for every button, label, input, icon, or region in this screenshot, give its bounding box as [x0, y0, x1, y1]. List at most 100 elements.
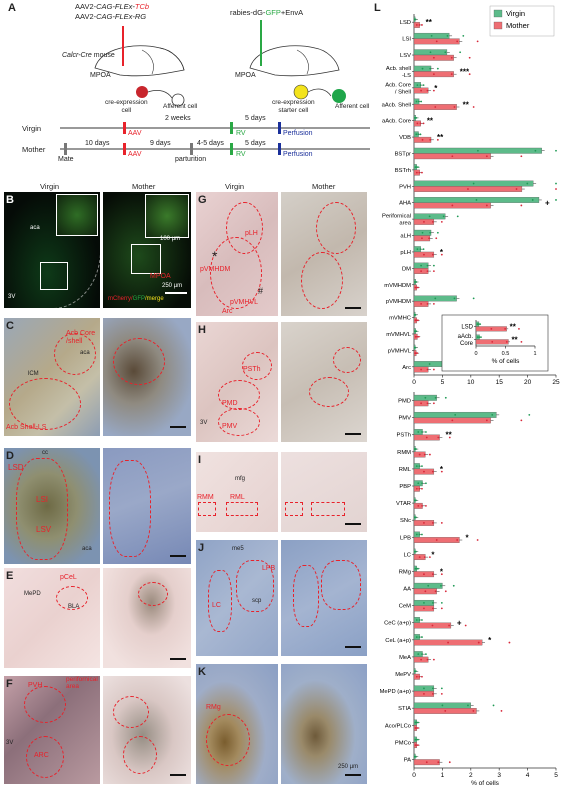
perfusion-bottom-label: Perfusion: [283, 151, 313, 158]
data-point: [452, 584, 455, 587]
x-tick-label: 25: [552, 379, 560, 386]
data-point: [491, 340, 494, 343]
panel-h-virgin-image: [196, 322, 278, 442]
data-point: [420, 368, 422, 371]
panel-g-arc-label: Arc: [222, 308, 233, 315]
data-point: [414, 567, 417, 570]
panel-g-hash-mark: #: [258, 286, 264, 296]
data-point: [440, 607, 443, 610]
data-point: [508, 641, 511, 644]
category-label: aLH: [400, 234, 411, 240]
panel-d-cc-label: cc: [42, 450, 48, 456]
data-point: [467, 704, 469, 707]
panel-letter-e: E: [6, 570, 14, 582]
x-tick-label: 0: [474, 351, 477, 357]
four-five-days-label: 4-5 days: [197, 140, 224, 147]
panel-j-mother-image: [281, 540, 367, 656]
data-point: [415, 286, 418, 289]
significance-mark: +: [457, 619, 462, 628]
category-label: VTAR: [396, 501, 411, 507]
data-point: [425, 431, 427, 433]
data-point: [418, 24, 421, 26]
data-point: [485, 155, 488, 158]
panel-j-me5-label: me5: [232, 546, 244, 552]
data-point: [421, 619, 423, 621]
data-point: [422, 248, 425, 251]
data-point: [415, 319, 418, 322]
data-point: [520, 340, 523, 343]
panel-j-scp-label: scp: [252, 598, 262, 604]
data-point: [417, 653, 420, 656]
category-label: aAcb. Core: [382, 119, 411, 125]
x-tick-label: 15: [496, 379, 504, 386]
data-point: [435, 237, 438, 240]
parturition-label: parturition: [175, 156, 207, 163]
data-point: [425, 504, 427, 507]
significance-mark: **: [510, 323, 517, 332]
panel-d-lsd-label: LSD: [8, 463, 24, 472]
data-point: [418, 465, 421, 468]
data-point: [415, 133, 418, 136]
data-point: [444, 396, 447, 399]
x-tick-label: 10: [467, 379, 475, 386]
panel-b-main-scale-label: 250 µm: [162, 283, 183, 289]
data-point: [431, 573, 434, 576]
data-point: [421, 636, 423, 638]
category-label: PA: [404, 757, 411, 763]
data-point: [485, 204, 488, 207]
data-point: [426, 402, 429, 405]
data-point: [416, 248, 419, 251]
data-point: [431, 220, 434, 223]
data-point: [429, 556, 431, 559]
data-point: [451, 155, 454, 158]
data-point: [464, 624, 467, 627]
category-label: PBP: [399, 484, 411, 490]
panel-c-aca-label: aca: [80, 350, 90, 356]
category-label: RMM: [397, 450, 411, 456]
category-label: mVMHC: [389, 316, 411, 322]
panel-i-mfg-label: mfg: [235, 476, 246, 482]
data-point: [472, 297, 475, 300]
data-point: [417, 482, 420, 485]
data-point: [425, 761, 428, 764]
two-weeks-label: 2 weeks: [165, 115, 191, 122]
significance-mark: ***: [460, 67, 470, 76]
data-point: [435, 539, 438, 541]
nine-days-label: 9 days: [150, 140, 171, 147]
afferent-cell-left-label: Afferent cell: [163, 103, 198, 110]
data-point: [414, 346, 417, 349]
data-point: [423, 692, 425, 695]
data-point: [417, 431, 420, 433]
significance-mark: +: [545, 199, 550, 208]
data-point: [421, 138, 424, 141]
category-label: Acb. shell -LS: [386, 66, 411, 79]
category-label: Perifornical area: [382, 214, 412, 227]
data-point: [453, 106, 456, 108]
data-point: [421, 231, 424, 234]
data-point: [421, 482, 423, 485]
data-point: [432, 264, 435, 267]
panel-e-mother-image: [103, 568, 191, 668]
panel-c-scalebar: [170, 426, 186, 428]
panel-e-pcel-label: pCeL: [60, 574, 77, 581]
panel-k-virgin-image: [196, 664, 278, 784]
x-axis-title: % of cells: [492, 358, 521, 365]
x-tick-label: 5: [441, 379, 445, 386]
data-point: [415, 171, 418, 174]
data-point: [436, 231, 439, 234]
data-point: [459, 51, 462, 54]
data-point: [422, 122, 425, 125]
category-label: BSTpr: [395, 151, 411, 157]
data-point: [425, 653, 427, 656]
data-point: [472, 182, 475, 185]
data-point: [418, 533, 421, 536]
ten-days-label: 10 days: [85, 140, 110, 147]
mouse-label: Calcr-Cre mouse: [62, 52, 115, 59]
data-point: [447, 641, 449, 644]
data-point: [421, 67, 424, 70]
aav-bottom-label: AAV: [128, 151, 142, 158]
category-label: pVMHVL: [388, 348, 412, 354]
data-point: [440, 253, 443, 256]
data-point: [426, 368, 429, 371]
col-header-virgin-left: Virgin: [40, 182, 60, 191]
